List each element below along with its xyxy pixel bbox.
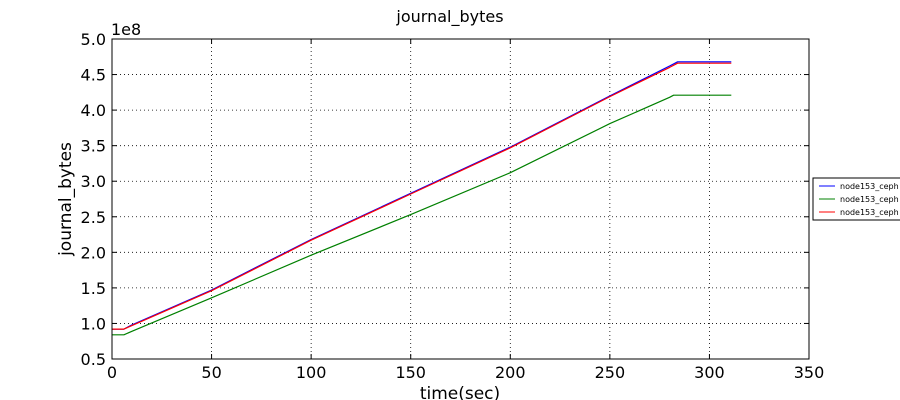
x-tick-label: 200 — [495, 363, 526, 382]
y-tick-label: 4.0 — [81, 101, 106, 120]
legend-label-3: node153_ceph — [840, 208, 899, 217]
legend-label-2: node153_ceph — [840, 195, 899, 204]
y-tick-label: 1.0 — [81, 314, 106, 333]
y-tick-label: 1.5 — [81, 279, 106, 298]
y-tick-label: 0.5 — [81, 350, 106, 369]
x-tick-label: 250 — [595, 363, 626, 382]
y-tick-label: 5.0 — [81, 30, 106, 49]
x-tick-label: 350 — [794, 363, 825, 382]
grid — [112, 39, 809, 359]
x-tick-label: 100 — [296, 363, 327, 382]
chart-title: journal_bytes — [395, 7, 503, 27]
y-ticks: 0.5 1.0 1.5 2.0 2.5 3.0 3.5 4.0 4.5 5.0 — [81, 30, 809, 369]
series-line-2 — [112, 94, 732, 336]
y-axis-label: journal_bytes — [56, 142, 76, 257]
y-tick-label: 3.5 — [81, 137, 106, 156]
series-line-3 — [112, 62, 732, 330]
plot-frame — [111, 38, 810, 360]
y-tick-label: 4.5 — [81, 66, 106, 85]
y-tick-label: 2.5 — [81, 208, 106, 227]
x-tick-label: 150 — [395, 363, 426, 382]
y-tick-label: 3.0 — [81, 172, 106, 191]
legend: node153_ceph node153_ceph node153_ceph — [812, 177, 900, 221]
legend-label-1: node153_ceph — [840, 182, 899, 191]
x-tick-label: 0 — [107, 363, 117, 382]
y-offset-text: 1e8 — [111, 20, 141, 39]
series-layer — [112, 61, 732, 336]
plot-area — [112, 39, 809, 359]
y-tick-label: 2.0 — [81, 243, 106, 262]
x-tick-label: 50 — [201, 363, 221, 382]
x-ticks: 0 50 100 150 200 250 300 350 — [107, 39, 824, 382]
x-axis-label: time(sec) — [420, 384, 500, 400]
x-tick-label: 300 — [694, 363, 725, 382]
